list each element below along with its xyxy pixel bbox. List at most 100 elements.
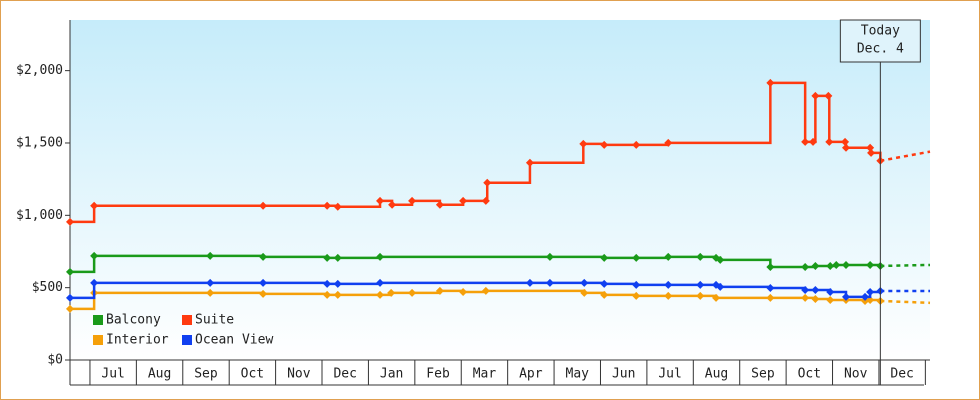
point [545, 252, 554, 261]
point [376, 252, 385, 261]
point [632, 280, 641, 289]
point [323, 201, 332, 210]
point [206, 251, 215, 260]
point [525, 278, 534, 287]
point [824, 91, 833, 100]
point [632, 140, 641, 149]
point [579, 139, 588, 148]
legend-swatch [93, 315, 103, 325]
point [388, 200, 397, 209]
point [801, 262, 810, 271]
point [664, 252, 673, 261]
point [435, 286, 444, 295]
today-box [839, 19, 921, 63]
today-label: Dec. 4 [857, 42, 904, 57]
point [90, 251, 99, 260]
point [866, 288, 875, 296]
point [712, 293, 721, 302]
forecast-line [880, 299, 931, 305]
x-tick-label: Jul [101, 367, 124, 382]
point [408, 196, 417, 205]
point [632, 253, 641, 262]
point [323, 253, 332, 262]
legend-swatch [182, 335, 192, 345]
point [766, 262, 775, 271]
point [664, 291, 673, 300]
point [841, 137, 850, 146]
legend-swatch [93, 335, 103, 345]
legend-label: Balcony [106, 313, 161, 328]
point [525, 158, 534, 167]
point [459, 288, 468, 296]
legend-label: Suite [195, 313, 234, 328]
point [481, 196, 490, 205]
x-tick-label: Nov [287, 367, 311, 382]
y-tick-label: $500 [32, 280, 63, 295]
point [333, 253, 342, 262]
y-tick-label: $0 [47, 353, 63, 368]
point [259, 252, 268, 261]
y-tick-label: $1,500 [16, 135, 63, 150]
point [832, 260, 841, 269]
point [841, 260, 850, 269]
point [333, 290, 342, 299]
point [866, 143, 875, 152]
legend-swatch [182, 315, 192, 325]
plot-area [70, 20, 930, 360]
point [664, 280, 673, 289]
x-tick-label: Mar [473, 367, 497, 382]
point [811, 91, 820, 100]
point [376, 278, 385, 287]
y-tick-label: $2,000 [16, 63, 63, 78]
point [811, 285, 820, 294]
point [376, 196, 385, 205]
x-tick-label: Aug [148, 367, 171, 382]
x-tick-label: May [566, 367, 590, 382]
point [801, 293, 810, 302]
point [861, 296, 870, 305]
point [545, 278, 554, 287]
point [600, 140, 609, 149]
point [600, 290, 609, 299]
x-tick-label: Apr [519, 367, 543, 382]
point [766, 293, 775, 302]
point [66, 217, 74, 226]
point [323, 290, 332, 299]
point [861, 292, 870, 301]
point [459, 196, 468, 205]
point [66, 267, 74, 276]
x-tick-label: Oct [798, 367, 821, 382]
point [826, 288, 835, 296]
x-tick-label: Feb [426, 367, 450, 382]
point [696, 280, 705, 289]
point [766, 283, 775, 292]
point [206, 288, 215, 297]
point [90, 201, 99, 210]
point [801, 285, 810, 294]
point [483, 178, 492, 187]
point [811, 261, 820, 270]
point [259, 289, 268, 298]
point [408, 288, 417, 297]
point [66, 304, 74, 313]
point [333, 279, 342, 288]
y-tick-label: $1,000 [16, 208, 63, 223]
point [66, 293, 74, 302]
point [801, 137, 810, 146]
point [716, 255, 725, 264]
point [716, 282, 725, 291]
point [481, 286, 490, 295]
point [696, 291, 705, 300]
point [90, 278, 99, 287]
point [867, 148, 876, 157]
point [841, 292, 850, 301]
point [333, 202, 342, 211]
point [825, 137, 834, 146]
point [206, 278, 215, 287]
x-tick-label: Sep [194, 367, 218, 382]
today-label: Today [861, 24, 900, 39]
point [580, 288, 589, 297]
x-tick-label: Jun [612, 367, 635, 382]
point [387, 288, 396, 297]
